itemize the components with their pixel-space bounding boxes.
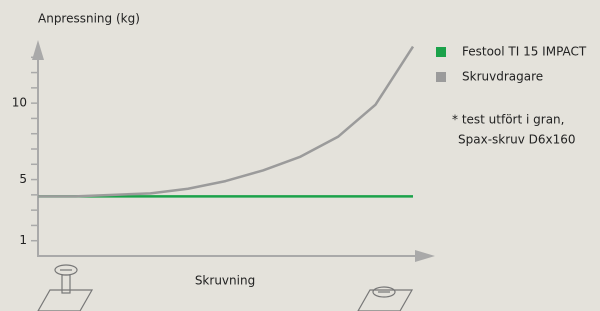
y-tick-label: 10	[12, 96, 27, 110]
y-axis-title: Anpressning (kg)	[38, 12, 140, 26]
legend-label: Festool TI 15 IMPACT	[462, 45, 587, 59]
series-line	[38, 47, 413, 197]
note: * test utfört i gran,	[452, 113, 564, 127]
chart: Anpressning (kg) Skruvning * test utfört…	[0, 0, 600, 311]
axes	[32, 40, 435, 262]
y-tick-label: 5	[19, 172, 27, 186]
legend-swatch	[436, 72, 446, 82]
screw-icon-end	[358, 287, 412, 311]
screw-icon-start	[38, 265, 92, 311]
y-tick-label: 1	[19, 233, 27, 247]
legend-swatch	[436, 47, 446, 57]
x-axis-title: Skruvning	[195, 274, 255, 288]
legend-label: Skruvdragare	[462, 70, 543, 84]
note: Spax-skruv D6x160	[458, 133, 576, 147]
